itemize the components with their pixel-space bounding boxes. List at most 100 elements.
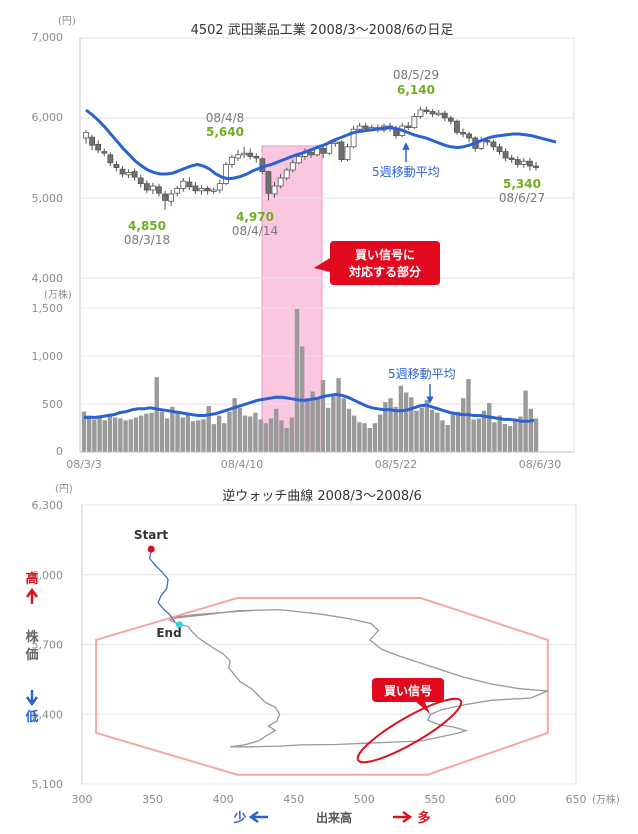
watch-gridlines	[81, 504, 577, 785]
candle-body	[405, 125, 412, 128]
volume-bar	[445, 425, 450, 452]
high-price-label: 高	[25, 571, 38, 587]
candle-body	[168, 193, 175, 202]
volume-bar	[351, 415, 357, 452]
volume-bar	[154, 377, 159, 452]
candle-chart: 4502 武田薬品工業 2008/3〜2008/6の日足 (円) 4,000 5…	[32, 16, 575, 453]
candle-body	[119, 168, 126, 175]
volume-bar	[92, 419, 97, 452]
volume-bar	[102, 420, 107, 452]
end-date-label: 08/6/27	[499, 191, 545, 205]
candle-body	[186, 181, 193, 188]
volume-bar	[424, 400, 430, 452]
high-value-label: 6,140	[397, 83, 435, 97]
watch-x-ticks: 300 350 400 450 500 550 600 650	[72, 793, 587, 806]
watch-x-tick: 450	[283, 793, 304, 806]
volume-bar	[372, 423, 378, 452]
candle-body	[295, 155, 302, 164]
candle-body	[204, 187, 211, 192]
watch-chart-title: 逆ウォッチ曲線 2008/3〜2008/6	[222, 488, 422, 504]
candle-body	[533, 165, 539, 168]
volume-bar	[435, 412, 440, 452]
candle-body	[83, 131, 89, 139]
watch-y-unit: (円)	[55, 484, 73, 495]
watch-x-tick: 300	[72, 793, 93, 806]
volume-bar	[393, 406, 398, 452]
volume-bar	[362, 423, 367, 452]
volume-bar	[190, 421, 196, 452]
volume-ma-line	[84, 392, 535, 423]
candle-body	[423, 109, 430, 112]
watch-y-tick: 5,700	[32, 639, 64, 652]
volume-bar	[341, 398, 346, 452]
candle-body	[338, 141, 345, 161]
candle-body	[222, 163, 229, 184]
candle-body	[235, 154, 241, 159]
candle-body	[277, 177, 284, 187]
volume-bar	[419, 407, 424, 452]
buy-signal-badge: 買い信号	[372, 678, 444, 714]
buy-signal-callout: 買い信号に 対応する部分	[314, 241, 440, 285]
volume-bar	[258, 419, 263, 452]
volume-bar	[513, 418, 518, 452]
volume-bar	[216, 415, 222, 452]
volume-bar	[388, 398, 393, 452]
candle-body	[344, 146, 351, 161]
candle-body	[502, 151, 509, 159]
y-axis-label-char: 株	[25, 629, 39, 645]
less-volume-label: 少	[232, 810, 246, 826]
volume-bar	[315, 398, 320, 452]
callout-line-1: 買い信号に	[355, 247, 415, 262]
candle-body	[107, 154, 114, 164]
volume-bar	[180, 417, 185, 452]
volume-bar	[97, 417, 102, 452]
volume-bar	[232, 398, 237, 452]
watch-x-tick: 400	[213, 793, 234, 806]
candle-body	[143, 183, 150, 191]
candle-body	[520, 160, 527, 165]
price-gridlines	[80, 37, 574, 279]
end-label: End	[156, 626, 181, 640]
volume-bar	[185, 414, 191, 452]
buy-signal-text: 買い信号	[384, 683, 432, 698]
high-value-label: 5,640	[206, 125, 244, 139]
volume-bar	[409, 397, 414, 452]
candle-body	[490, 141, 497, 148]
candle-body	[356, 125, 363, 130]
start-point	[147, 545, 155, 553]
candles	[83, 106, 539, 210]
candle-body	[496, 146, 503, 153]
candle-body	[210, 189, 217, 192]
volume-bar	[206, 405, 211, 452]
volume-bar	[450, 412, 456, 452]
date-tick: 08/5/22	[375, 458, 417, 471]
volume-bar	[325, 407, 331, 452]
volume-bar	[471, 419, 476, 452]
volume-bar	[263, 423, 269, 452]
candle-body	[283, 169, 290, 179]
volume-bar	[487, 403, 492, 452]
low-price-label: 低	[24, 709, 38, 725]
volume-bar	[461, 398, 466, 452]
volume-tick: 0	[56, 445, 63, 458]
candle-body	[508, 157, 515, 160]
candle-body	[125, 171, 132, 176]
price-unit-label: (円)	[58, 16, 76, 27]
candle-body	[149, 185, 156, 191]
candle-body	[466, 133, 473, 139]
right-arrow-icon	[393, 810, 413, 824]
watch-x-tick: 500	[354, 793, 375, 806]
high-date-label: 08/4/8	[206, 111, 245, 125]
candle-body	[460, 131, 466, 135]
volume-bar	[507, 426, 513, 452]
watch-y-tick: 6,000	[32, 569, 64, 582]
watch-y-tick: 5,100	[32, 778, 64, 791]
watch-curve-line	[167, 608, 549, 748]
volume-tick: 1,500	[32, 302, 64, 315]
volume-bar	[481, 410, 487, 452]
low-date-label: 08/3/18	[124, 233, 170, 247]
volume-bar	[138, 415, 144, 452]
candle-body	[308, 151, 314, 156]
volume-bar	[518, 416, 523, 452]
watch-curve-chart: 逆ウォッチ曲線 2008/3〜2008/6 (円) 5,100 5,400 5,70…	[24, 484, 619, 826]
